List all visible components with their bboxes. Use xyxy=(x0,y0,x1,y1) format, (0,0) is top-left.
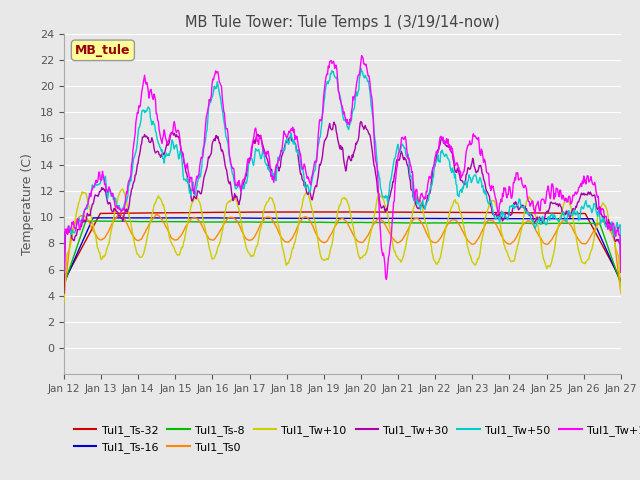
Legend: Tul1_Ts-32, Tul1_Ts-16, Tul1_Ts-8, Tul1_Ts0, Tul1_Tw+10, Tul1_Tw+30, Tul1_Tw+50,: Tul1_Ts-32, Tul1_Ts-16, Tul1_Ts-8, Tul1_… xyxy=(70,421,640,457)
Text: MB_tule: MB_tule xyxy=(75,44,131,57)
Y-axis label: Temperature (C): Temperature (C) xyxy=(22,153,35,255)
Title: MB Tule Tower: Tule Temps 1 (3/19/14-now): MB Tule Tower: Tule Temps 1 (3/19/14-now… xyxy=(185,15,500,30)
